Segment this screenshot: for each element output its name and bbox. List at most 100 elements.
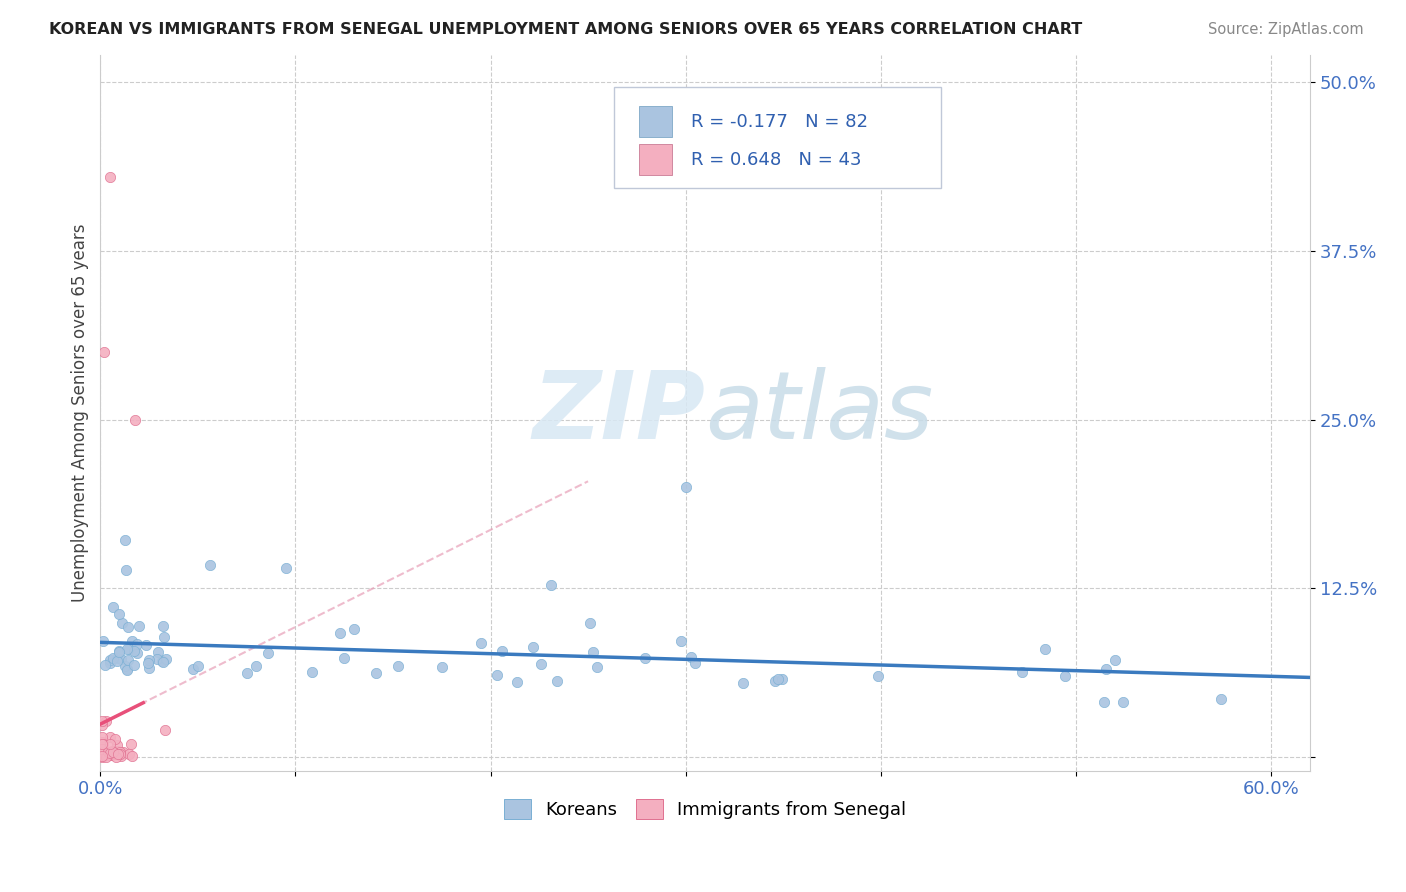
Point <box>121 633 143 648</box>
Point <box>117 641 139 656</box>
Point <box>108 745 131 759</box>
Point <box>150 654 173 668</box>
Point <box>1095 662 1118 676</box>
Point <box>301 665 323 680</box>
Point <box>120 738 142 752</box>
Point <box>98 656 121 670</box>
Point <box>257 646 280 660</box>
Point <box>770 672 793 686</box>
Point <box>91 718 114 732</box>
Point <box>98 746 121 760</box>
Point <box>104 731 127 746</box>
Point <box>91 737 114 751</box>
Point <box>121 749 143 764</box>
Point <box>100 747 122 762</box>
Text: atlas: atlas <box>704 368 934 458</box>
Point <box>107 747 129 761</box>
Point <box>105 744 128 758</box>
Point <box>91 749 114 764</box>
Point <box>485 667 508 681</box>
Point <box>582 645 605 659</box>
Text: R = -0.177   N = 82: R = -0.177 N = 82 <box>690 112 868 131</box>
Point <box>138 653 160 667</box>
Point <box>114 533 136 547</box>
Point <box>98 730 121 744</box>
Point <box>97 745 120 759</box>
Point <box>91 742 114 756</box>
Text: Source: ZipAtlas.com: Source: ZipAtlas.com <box>1208 22 1364 37</box>
Point <box>198 558 221 572</box>
Point <box>153 630 176 644</box>
Point <box>124 412 146 426</box>
Point <box>685 657 707 671</box>
Point <box>94 749 117 764</box>
Text: ZIP: ZIP <box>533 367 704 458</box>
Point <box>763 673 786 688</box>
Point <box>1209 692 1232 706</box>
Point <box>117 747 139 761</box>
Point <box>111 616 134 631</box>
Point <box>329 626 352 640</box>
FancyBboxPatch shape <box>638 144 672 176</box>
Point <box>91 730 114 744</box>
Point <box>470 635 492 649</box>
Point <box>108 607 131 621</box>
Point <box>103 747 125 762</box>
Point <box>522 640 544 655</box>
Point <box>671 633 693 648</box>
Point <box>148 645 170 659</box>
Point <box>364 666 387 681</box>
Point <box>1033 642 1056 657</box>
Point <box>117 663 139 677</box>
Point <box>110 652 132 666</box>
Point <box>430 659 453 673</box>
Point <box>152 655 174 669</box>
Point <box>108 747 131 761</box>
Point <box>1092 695 1115 709</box>
Point <box>1112 695 1135 709</box>
Point <box>868 669 890 683</box>
Y-axis label: Unemployment Among Seniors over 65 years: Unemployment Among Seniors over 65 years <box>72 224 89 602</box>
Point <box>96 714 118 728</box>
Text: KOREAN VS IMMIGRANTS FROM SENEGAL UNEMPLOYMENT AMONG SENIORS OVER 65 YEARS CORRE: KOREAN VS IMMIGRANTS FROM SENEGAL UNEMPL… <box>49 22 1083 37</box>
Point <box>122 644 145 658</box>
Point <box>343 622 366 636</box>
Point <box>145 652 167 666</box>
FancyBboxPatch shape <box>638 106 672 137</box>
Point <box>235 666 257 681</box>
Point <box>93 634 115 648</box>
Point <box>117 653 139 667</box>
Point <box>91 749 114 764</box>
Point <box>91 735 114 749</box>
Point <box>152 619 174 633</box>
Point <box>91 714 114 728</box>
Point <box>766 672 789 686</box>
Point <box>98 747 121 761</box>
Point <box>105 750 128 764</box>
Point <box>91 748 114 763</box>
Point <box>733 676 755 690</box>
Point <box>96 747 118 762</box>
Point <box>101 651 124 665</box>
Point <box>333 650 356 665</box>
Point <box>91 749 114 764</box>
Point <box>98 169 121 184</box>
Point <box>93 345 115 359</box>
FancyBboxPatch shape <box>614 87 941 187</box>
Point <box>117 620 139 634</box>
Point <box>98 737 121 751</box>
Point <box>94 658 117 673</box>
Point <box>181 662 204 676</box>
Point <box>1053 669 1076 683</box>
Point <box>107 645 129 659</box>
Point <box>135 638 157 652</box>
Point <box>491 644 513 658</box>
Point <box>679 649 702 664</box>
Point <box>98 652 121 666</box>
Point <box>108 643 131 657</box>
Point <box>101 745 124 759</box>
Point <box>675 480 697 494</box>
Point <box>136 656 159 670</box>
Point <box>101 744 124 758</box>
Point <box>138 661 160 675</box>
